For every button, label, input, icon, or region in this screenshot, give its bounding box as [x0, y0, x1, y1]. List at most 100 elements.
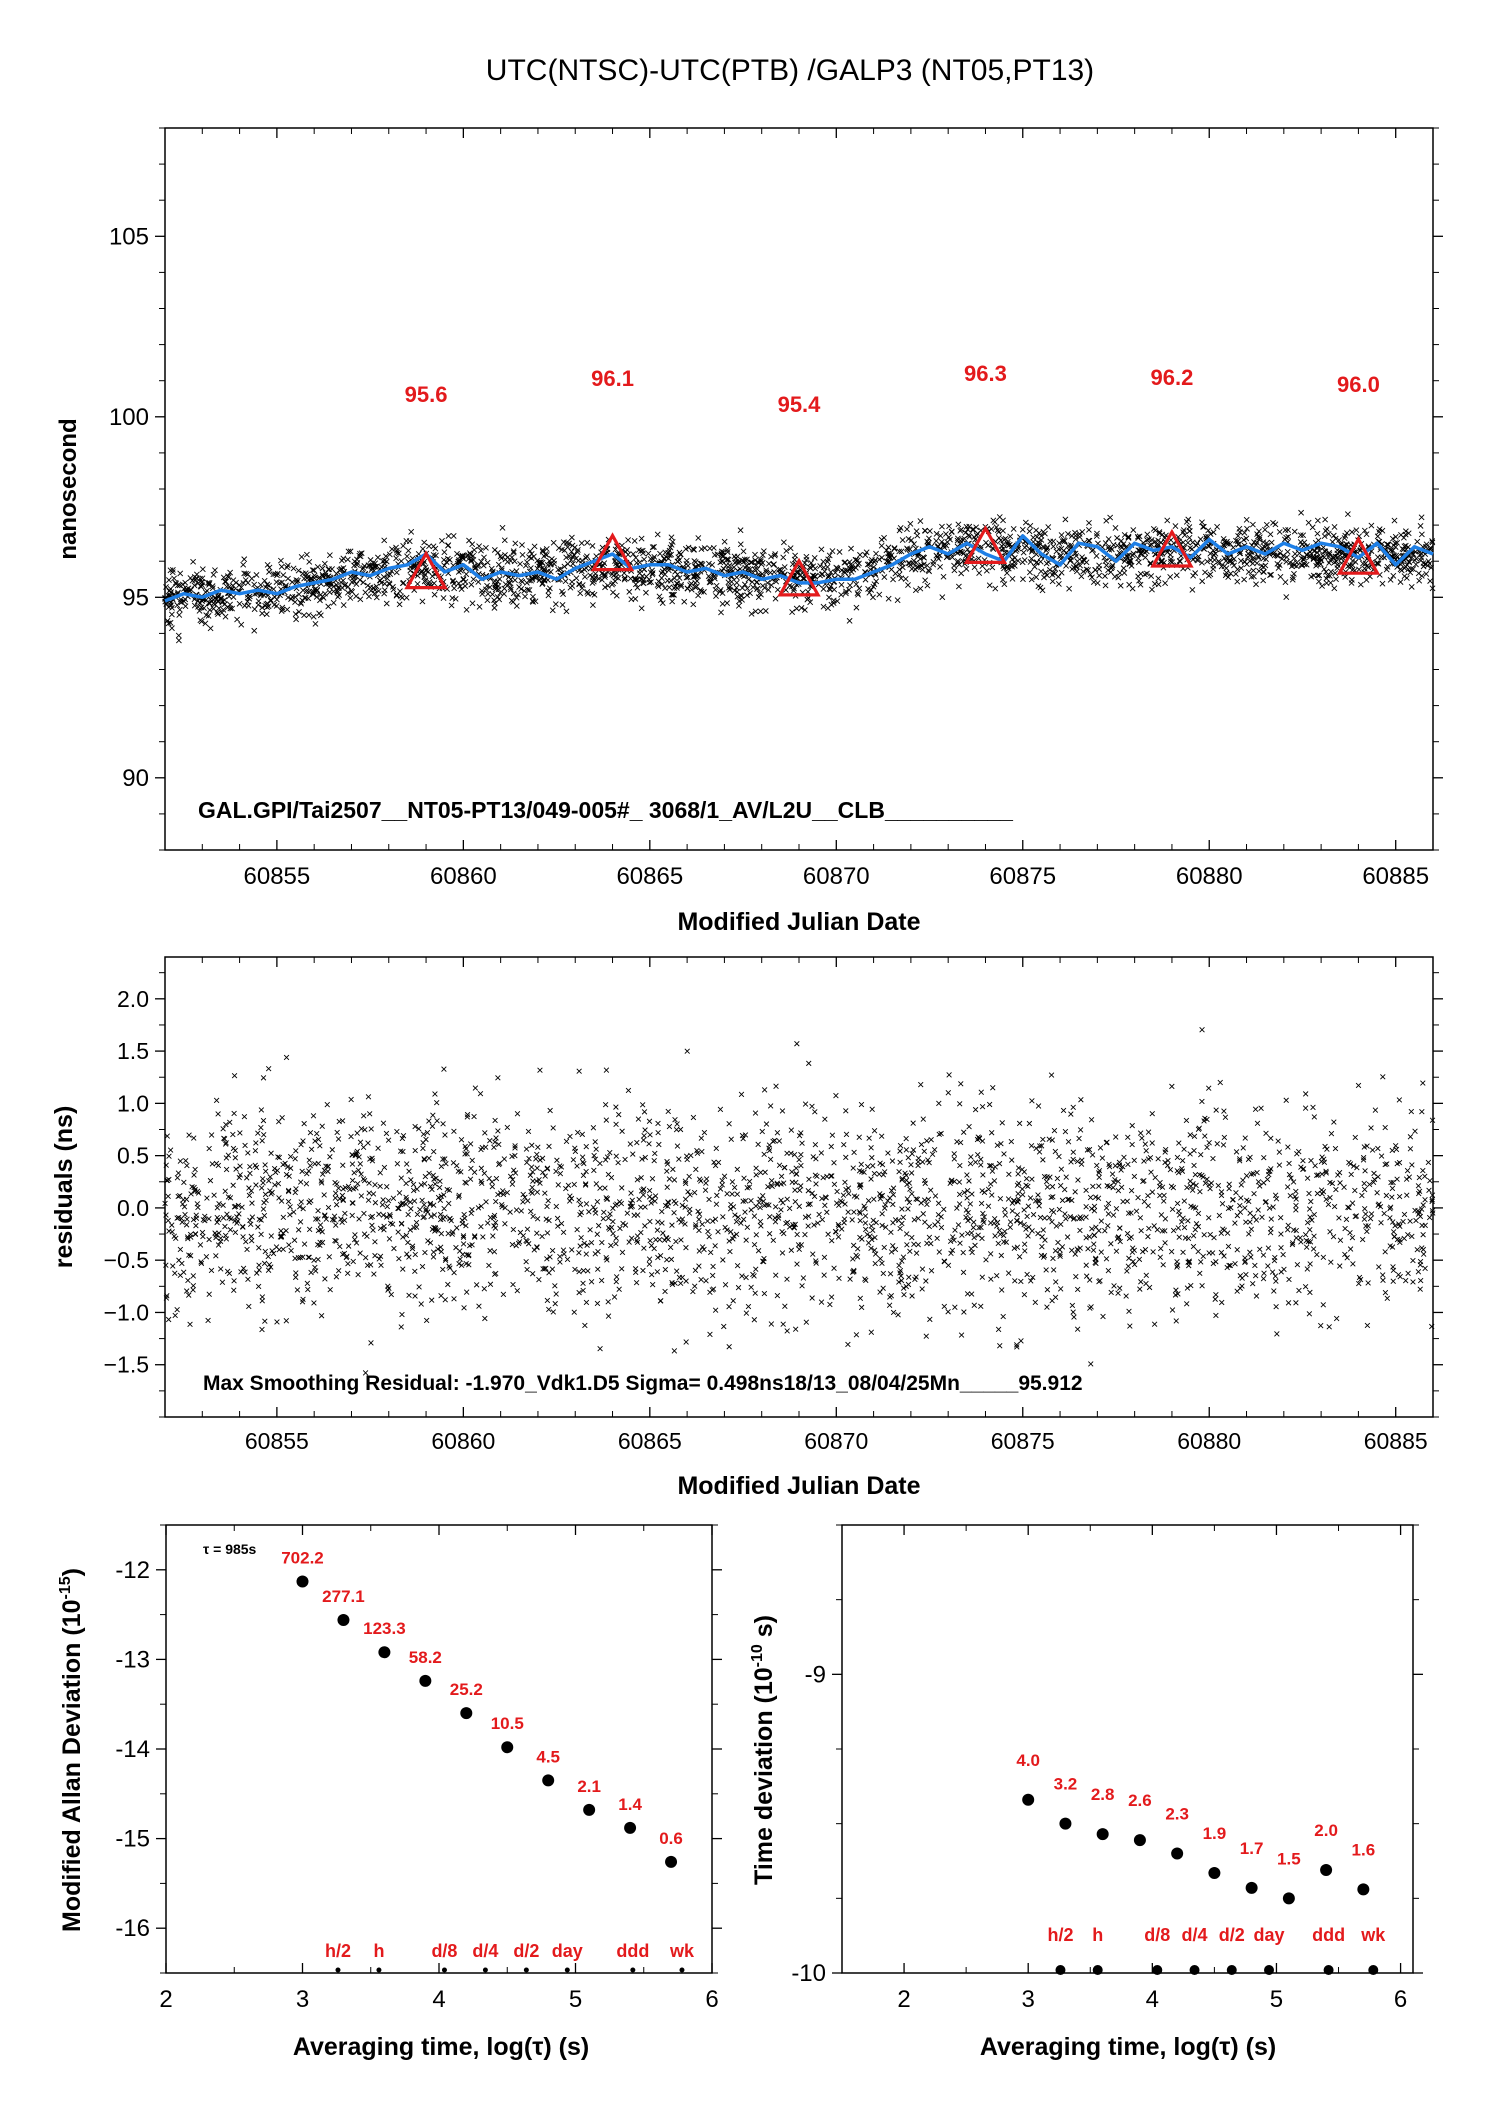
raw-data-point [1085, 537, 1092, 544]
raw-data-point [495, 549, 501, 556]
residual-point [624, 1210, 631, 1216]
residual-point [368, 1340, 374, 1346]
residual-point [722, 1224, 728, 1231]
residual-point [877, 1255, 884, 1262]
residual-point [1161, 1192, 1167, 1199]
raw-data-point [468, 558, 475, 565]
residual-point [865, 1240, 872, 1246]
residual-point [598, 1277, 605, 1284]
residual-point [590, 1204, 597, 1210]
residual-point [869, 1227, 876, 1234]
raw-data-point [289, 593, 296, 600]
residual-point [520, 1199, 526, 1205]
raw-data-point [807, 599, 814, 606]
raw-data-point [1108, 546, 1115, 553]
residual-point [1242, 1135, 1248, 1141]
residual-point [408, 1177, 414, 1183]
raw-data-point [1232, 571, 1239, 577]
residual-point [1133, 1208, 1140, 1214]
residual-point [839, 1199, 845, 1205]
residual-point [901, 1291, 907, 1298]
raw-data-point [1247, 552, 1253, 559]
residual-point [1234, 1247, 1240, 1253]
raw-data-point [1197, 536, 1204, 543]
raw-data-point [367, 584, 374, 591]
residual-point [442, 1214, 448, 1220]
residual-point [821, 1254, 828, 1261]
raw-data-point [939, 523, 945, 530]
raw-data-point [1314, 530, 1321, 537]
residual-point [726, 1121, 732, 1127]
residual-point [326, 1254, 333, 1260]
residual-point [1390, 1229, 1397, 1235]
residual-point [231, 1287, 237, 1293]
raw-data-point [283, 582, 289, 589]
residual-point [677, 1280, 684, 1287]
raw-data-point [497, 553, 504, 560]
residual-point [1368, 1211, 1375, 1217]
raw-data-point [227, 569, 234, 576]
raw-data-point [448, 602, 455, 609]
raw-data-point [1121, 570, 1128, 576]
residual-point [438, 1292, 444, 1299]
raw-data-point [1090, 579, 1097, 586]
residual-point [1272, 1273, 1279, 1279]
raw-data-point [517, 560, 523, 567]
daily-mean-label: 96.0 [1337, 372, 1380, 397]
residual-point [1143, 1272, 1149, 1279]
residual-point [1131, 1173, 1138, 1180]
residual-point [1422, 1173, 1428, 1180]
residual-point [890, 1309, 897, 1316]
residual-point [1214, 1141, 1220, 1147]
residual-point [755, 1248, 762, 1254]
raw-data-point [1429, 539, 1436, 546]
residual-point [265, 1267, 272, 1273]
residual-point [571, 1309, 577, 1315]
raw-data-point [578, 540, 585, 547]
residual-point [167, 1147, 174, 1153]
residual-point [578, 1234, 584, 1241]
residual-point [1090, 1247, 1097, 1253]
residual-point [866, 1135, 872, 1141]
residual-point [638, 1204, 644, 1211]
raw-data-point [1363, 531, 1370, 538]
residual-point [1009, 1157, 1015, 1163]
residual-point [262, 1191, 269, 1198]
raw-data-point [1103, 562, 1110, 569]
residual-point [1349, 1200, 1356, 1206]
residual-point [1417, 1277, 1424, 1284]
residual-point [431, 1148, 437, 1155]
residual-point [544, 1230, 551, 1236]
residual-point [321, 1192, 327, 1198]
raw-data-point [578, 568, 585, 575]
raw-data-point [1181, 532, 1188, 539]
raw-data-point [989, 564, 996, 571]
residual-point [757, 1218, 764, 1225]
residual-point [1006, 1171, 1012, 1178]
residual-point [529, 1190, 535, 1196]
residual-point [896, 1262, 902, 1269]
residual-point [208, 1132, 215, 1138]
residual-point [1263, 1130, 1269, 1137]
raw-data-point [209, 585, 216, 592]
residual-point [412, 1293, 418, 1299]
residual-point [222, 1232, 229, 1239]
raw-data-point [251, 627, 258, 634]
raw-data-point [1241, 576, 1248, 583]
residual-point [1308, 1157, 1314, 1164]
residual-point [352, 1232, 358, 1238]
residual-point [294, 1287, 301, 1293]
raw-data-point [1245, 568, 1252, 575]
residual-point [1382, 1289, 1389, 1296]
residual-point [646, 1118, 653, 1124]
raw-data-point [1373, 560, 1380, 567]
raw-data-point [794, 570, 801, 576]
raw-data-point [458, 586, 465, 592]
raw-data-point [463, 606, 470, 613]
raw-data-point [531, 543, 538, 550]
residual-point [174, 1175, 181, 1181]
daily-mean-label: 96.1 [591, 366, 634, 391]
raw-data-point [733, 574, 740, 581]
residual-point [1365, 1280, 1371, 1286]
residual-point [177, 1158, 184, 1164]
